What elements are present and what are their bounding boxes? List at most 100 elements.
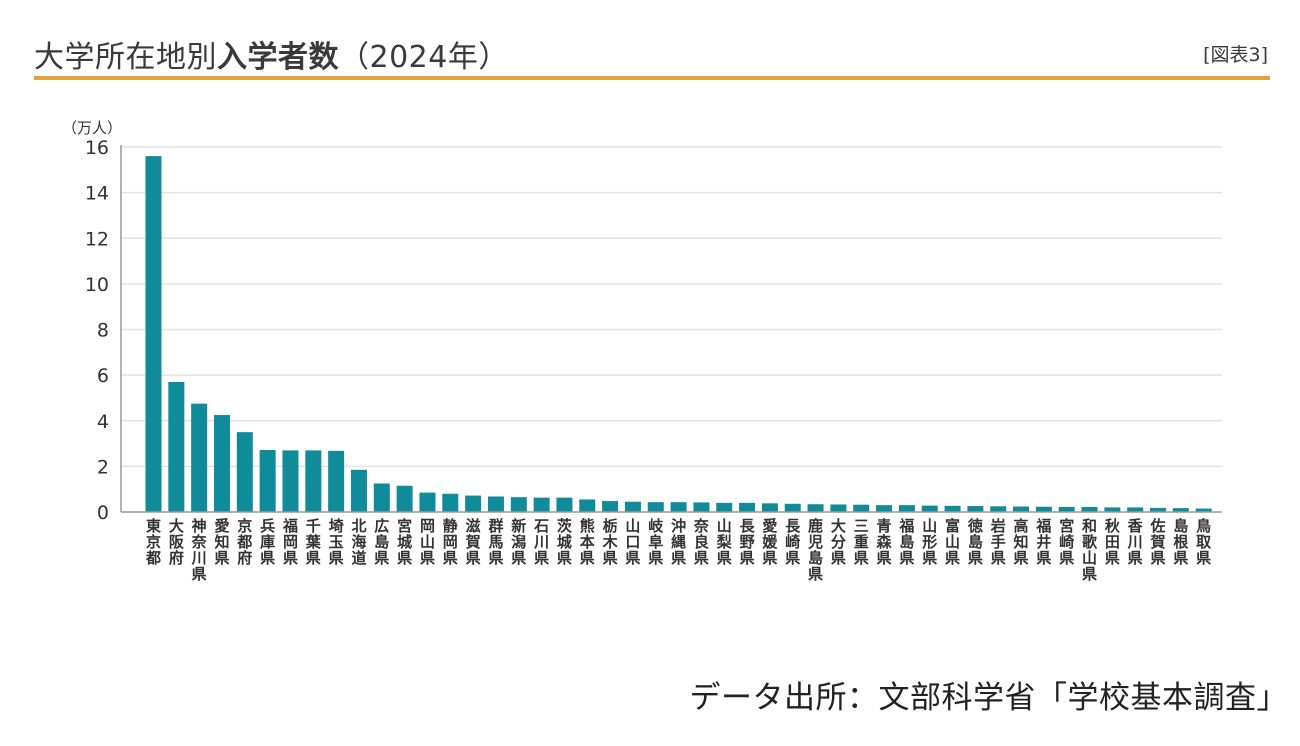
x-category-label: 山口県 bbox=[625, 517, 640, 567]
bar bbox=[328, 450, 345, 512]
x-category-label: 愛媛県 bbox=[761, 517, 778, 567]
bar bbox=[967, 506, 984, 512]
x-category-label: 茨城県 bbox=[557, 517, 572, 567]
x-category-label: 石川県 bbox=[533, 517, 549, 567]
bar bbox=[853, 504, 870, 512]
y-axis-unit-label: （万人） bbox=[62, 119, 122, 137]
bar bbox=[1150, 507, 1167, 512]
bar bbox=[305, 450, 322, 512]
x-category-label: 新潟県 bbox=[511, 517, 526, 567]
x-category-label: 大分県 bbox=[831, 517, 846, 567]
y-tick-label: 4 bbox=[97, 411, 109, 433]
y-tick-label: 12 bbox=[85, 228, 109, 250]
bar bbox=[579, 499, 596, 512]
bar bbox=[1127, 507, 1144, 512]
x-category-label: 兵庫県 bbox=[260, 517, 275, 567]
bar bbox=[533, 497, 550, 512]
x-category-label: 福井県 bbox=[1035, 517, 1051, 567]
x-category-label: 愛知県 bbox=[214, 517, 229, 567]
bar bbox=[191, 403, 208, 512]
title-bar: 大学所在地別入学者数（2024年） [図表3] bbox=[34, 28, 1270, 80]
x-category-label: 鹿児島県 bbox=[807, 517, 823, 583]
x-category-label: 佐賀県 bbox=[1150, 517, 1166, 567]
x-category-label: 富山県 bbox=[945, 517, 960, 567]
bar bbox=[807, 504, 824, 512]
x-category-label: 東京都 bbox=[145, 517, 161, 567]
title-plain: 大学所在地別 bbox=[34, 40, 217, 75]
bar bbox=[761, 503, 778, 512]
figure-label: [図表3] bbox=[1203, 44, 1268, 66]
x-category-label: 滋賀県 bbox=[465, 517, 481, 567]
x-category-label: 静岡県 bbox=[443, 517, 458, 567]
x-category-label: 奈良県 bbox=[693, 517, 710, 567]
bar bbox=[624, 501, 641, 512]
bar bbox=[419, 492, 436, 512]
bar bbox=[487, 496, 504, 512]
x-category-label: 広島県 bbox=[374, 517, 389, 567]
x-category-label: 香川県 bbox=[1127, 517, 1143, 567]
bar bbox=[282, 450, 299, 512]
bar bbox=[739, 502, 756, 512]
bars bbox=[145, 156, 1212, 512]
bar bbox=[1058, 506, 1075, 512]
x-category-label: 鳥取県 bbox=[1196, 517, 1212, 567]
title-bold: 入学者数 bbox=[217, 40, 339, 75]
x-axis-category-labels: 東京都大阪府神奈川県愛知県京都府兵庫県福岡県千葉県埼玉県北海道広島県宮城県岡山県… bbox=[145, 517, 1212, 583]
bar bbox=[716, 502, 733, 512]
x-category-label: 長野県 bbox=[740, 517, 756, 567]
y-axis-tick-labels: 0 2 4 6 8 10 12 14 16 bbox=[85, 137, 109, 524]
title-year: （2024年） bbox=[339, 40, 509, 75]
bar bbox=[510, 497, 527, 512]
bar bbox=[1035, 506, 1052, 512]
y-tick-label: 2 bbox=[97, 456, 109, 478]
bar bbox=[898, 505, 915, 512]
bar bbox=[1081, 506, 1098, 512]
grid-lines bbox=[121, 146, 1222, 468]
title-underline bbox=[34, 76, 1270, 80]
x-category-label: 沖縄県 bbox=[671, 517, 686, 567]
x-category-label: 福島県 bbox=[898, 517, 914, 567]
data-source-note: データ出所：文部科学省「学校基本調査」 bbox=[689, 680, 1288, 716]
x-category-label: 福岡県 bbox=[282, 517, 298, 567]
x-category-label: 和歌山県 bbox=[1082, 517, 1098, 583]
bar bbox=[213, 415, 230, 512]
chart-title: 大学所在地別入学者数（2024年） bbox=[34, 32, 509, 76]
bar bbox=[1195, 508, 1212, 512]
bar bbox=[670, 502, 687, 512]
bar bbox=[465, 495, 482, 512]
x-category-label: 群馬県 bbox=[488, 517, 503, 567]
x-category-label: 島根県 bbox=[1173, 517, 1188, 567]
x-category-label: 千葉県 bbox=[305, 517, 322, 567]
x-category-label: 岐阜県 bbox=[648, 517, 664, 567]
bar bbox=[145, 156, 162, 512]
bar bbox=[350, 469, 367, 512]
bar bbox=[396, 485, 413, 512]
x-category-label: 秋田県 bbox=[1105, 517, 1121, 567]
y-tick-label: 0 bbox=[97, 502, 109, 524]
bar bbox=[1104, 507, 1121, 512]
bar bbox=[784, 503, 801, 512]
bar-chart: 0 2 4 6 8 10 12 14 16 東京都大阪府神奈川県愛知県京都府兵庫県福岡県千葉県埼… bbox=[62, 119, 1222, 583]
bar bbox=[830, 504, 847, 512]
y-tick-label: 8 bbox=[97, 320, 109, 342]
x-category-label: 高知県 bbox=[1014, 517, 1029, 567]
y-tick-label: 10 bbox=[85, 274, 109, 296]
x-category-label: 岡山県 bbox=[420, 517, 435, 567]
bar bbox=[944, 505, 961, 512]
x-category-label: 神奈川県 bbox=[191, 517, 208, 583]
x-category-label: 岩手県 bbox=[990, 517, 1006, 567]
x-category-label: 山形県 bbox=[922, 517, 937, 567]
x-category-label: 青森県 bbox=[877, 517, 893, 567]
x-category-label: 北海道 bbox=[351, 517, 366, 567]
bar bbox=[693, 502, 710, 512]
bar bbox=[1013, 506, 1030, 512]
bar bbox=[373, 483, 390, 512]
x-category-label: 山梨県 bbox=[716, 517, 732, 567]
bar bbox=[442, 493, 459, 512]
x-category-label: 熊本県 bbox=[580, 517, 595, 567]
bar bbox=[236, 432, 253, 512]
x-category-label: 長崎県 bbox=[785, 517, 801, 567]
bar bbox=[556, 497, 573, 512]
x-category-label: 大阪府 bbox=[169, 517, 185, 567]
bar bbox=[876, 505, 893, 512]
